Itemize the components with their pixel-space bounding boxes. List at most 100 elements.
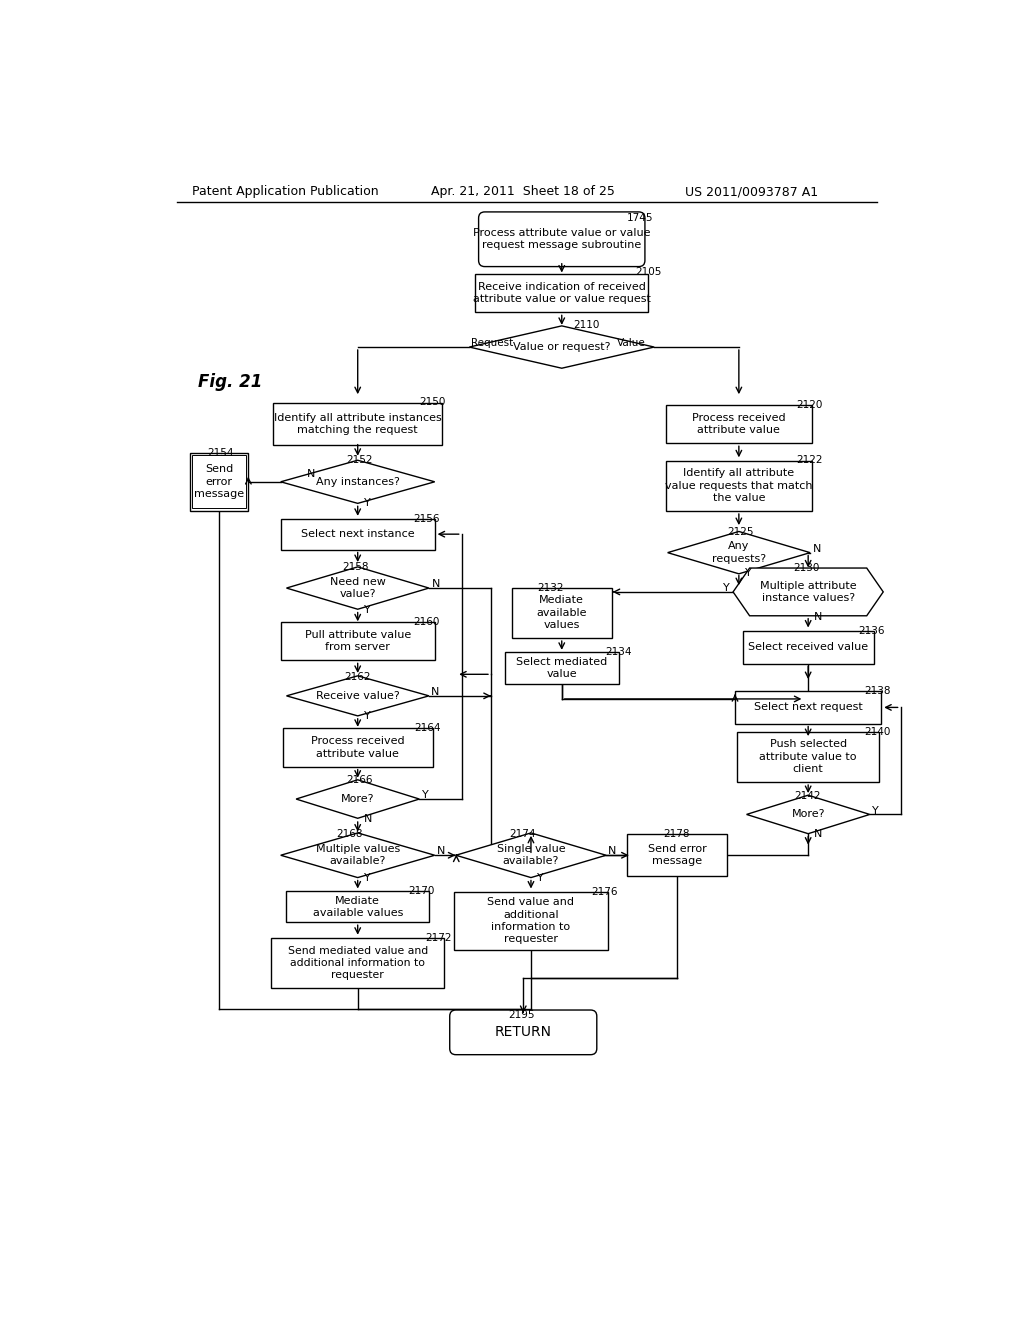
Text: 2125: 2125 xyxy=(727,527,754,537)
Text: N: N xyxy=(307,469,315,479)
Text: Multiple attribute
instance values?: Multiple attribute instance values? xyxy=(760,581,856,603)
Text: N: N xyxy=(364,814,373,824)
Text: N: N xyxy=(431,686,439,697)
Polygon shape xyxy=(668,532,810,574)
Text: 2158: 2158 xyxy=(342,562,369,573)
Text: Fig. 21: Fig. 21 xyxy=(199,372,263,391)
Text: US 2011/0093787 A1: US 2011/0093787 A1 xyxy=(685,185,818,198)
Text: Select next instance: Select next instance xyxy=(301,529,415,539)
Text: Y: Y xyxy=(364,605,371,615)
Bar xyxy=(666,461,812,511)
Text: Multiple values
available?: Multiple values available? xyxy=(315,843,399,866)
Text: 2138: 2138 xyxy=(864,686,891,696)
Text: 1745: 1745 xyxy=(628,213,653,223)
Text: N: N xyxy=(608,846,616,857)
Text: Receive value?: Receive value? xyxy=(315,690,399,701)
Text: Mediate
available
values: Mediate available values xyxy=(537,595,587,630)
Bar xyxy=(189,453,249,511)
FancyBboxPatch shape xyxy=(450,1010,597,1055)
Text: Request: Request xyxy=(471,338,514,348)
Bar xyxy=(742,631,873,664)
Text: Process received
attribute value: Process received attribute value xyxy=(311,737,404,759)
Text: 2140: 2140 xyxy=(864,727,891,737)
Text: Any instances?: Any instances? xyxy=(315,477,399,487)
Text: 2156: 2156 xyxy=(413,513,439,524)
Text: Send mediated value and
additional information to
requester: Send mediated value and additional infor… xyxy=(288,945,428,981)
Text: 2152: 2152 xyxy=(346,455,373,465)
Bar xyxy=(287,891,429,923)
Text: Y: Y xyxy=(364,499,371,508)
Text: Push selected
attribute value to
client: Push selected attribute value to client xyxy=(760,739,857,774)
Text: Send value and
additional
information to
requester: Send value and additional information to… xyxy=(487,898,574,944)
Text: 2174: 2174 xyxy=(509,829,536,838)
Text: Identify all attribute instances
matching the request: Identify all attribute instances matchin… xyxy=(273,413,441,436)
Text: 2150: 2150 xyxy=(419,397,445,408)
Text: 2120: 2120 xyxy=(797,400,823,409)
Text: 2195: 2195 xyxy=(508,1010,535,1020)
Text: 2176: 2176 xyxy=(591,887,617,898)
Text: Mediate
available values: Mediate available values xyxy=(312,896,402,917)
Text: 2160: 2160 xyxy=(413,616,439,627)
Text: N: N xyxy=(814,829,822,838)
Text: Send error
message: Send error message xyxy=(648,843,707,866)
Bar xyxy=(512,587,611,638)
Polygon shape xyxy=(456,833,606,878)
Text: Y: Y xyxy=(422,791,428,800)
Text: 2178: 2178 xyxy=(664,829,690,840)
Text: Any
requests?: Any requests? xyxy=(712,541,766,564)
Polygon shape xyxy=(281,833,435,878)
Bar xyxy=(475,275,648,313)
Text: 2162: 2162 xyxy=(344,672,371,681)
Text: Process received
attribute value: Process received attribute value xyxy=(692,413,785,436)
Text: Y: Y xyxy=(364,873,371,883)
Text: Patent Application Publication: Patent Application Publication xyxy=(193,185,379,198)
Text: 2132: 2132 xyxy=(538,583,563,593)
Text: Y: Y xyxy=(723,583,730,593)
Text: 2172: 2172 xyxy=(425,933,452,944)
Bar xyxy=(193,455,246,508)
Text: N: N xyxy=(437,846,445,857)
Text: Y: Y xyxy=(364,711,371,721)
Bar xyxy=(628,834,727,876)
Text: 2110: 2110 xyxy=(573,321,600,330)
Text: Identify all attribute
value requests that match
the value: Identify all attribute value requests th… xyxy=(666,469,813,503)
Text: 2166: 2166 xyxy=(346,775,373,785)
Text: More?: More? xyxy=(341,795,375,804)
Polygon shape xyxy=(287,676,429,715)
Text: 2136: 2136 xyxy=(858,626,885,636)
Text: Need new
value?: Need new value? xyxy=(330,577,386,599)
Polygon shape xyxy=(296,780,419,818)
Text: Apr. 21, 2011  Sheet 18 of 25: Apr. 21, 2011 Sheet 18 of 25 xyxy=(431,185,614,198)
Text: 2134: 2134 xyxy=(605,647,632,657)
Text: 2168: 2168 xyxy=(336,829,362,838)
Text: 2142: 2142 xyxy=(795,791,821,801)
FancyBboxPatch shape xyxy=(478,213,645,267)
Polygon shape xyxy=(281,461,435,503)
Polygon shape xyxy=(469,326,654,368)
Bar xyxy=(273,403,442,445)
Text: More?: More? xyxy=(792,809,825,820)
Text: 2170: 2170 xyxy=(408,887,434,896)
Text: Receive indication of received
attribute value or value request: Receive indication of received attribute… xyxy=(473,282,650,305)
Text: Single value
available?: Single value available? xyxy=(497,843,565,866)
Bar xyxy=(737,731,880,781)
Bar xyxy=(283,729,433,767)
Text: Select mediated
value: Select mediated value xyxy=(516,657,607,680)
Text: Y: Y xyxy=(745,568,752,578)
Polygon shape xyxy=(733,568,884,615)
Bar xyxy=(281,622,435,660)
Text: Value: Value xyxy=(616,338,645,348)
Text: Pull attribute value
from server: Pull attribute value from server xyxy=(304,630,411,652)
Bar xyxy=(271,939,444,989)
Text: Y: Y xyxy=(872,805,879,816)
Text: Select received value: Select received value xyxy=(749,643,868,652)
Polygon shape xyxy=(287,566,429,610)
Text: RETURN: RETURN xyxy=(495,1026,552,1039)
Bar xyxy=(505,652,618,684)
Bar xyxy=(666,405,812,444)
Text: N: N xyxy=(432,579,440,589)
Text: 2105: 2105 xyxy=(635,268,662,277)
Bar xyxy=(454,892,608,949)
Bar xyxy=(735,692,882,723)
Text: Value or request?: Value or request? xyxy=(513,342,610,352)
